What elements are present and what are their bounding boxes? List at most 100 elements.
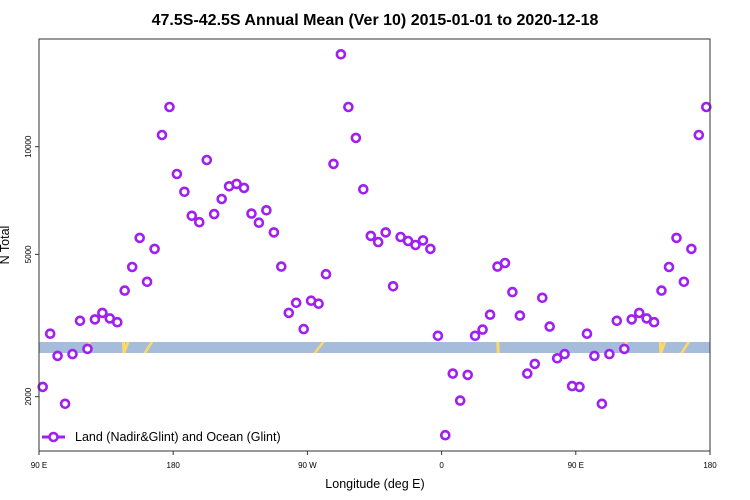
x-tick-label: 0 bbox=[439, 461, 444, 470]
y-tick-label: 10000 bbox=[24, 135, 33, 158]
data-point bbox=[208, 208, 220, 220]
data-point bbox=[410, 239, 421, 251]
x-tick-label: 180 bbox=[703, 461, 717, 470]
data-point bbox=[194, 216, 205, 228]
legend-marker bbox=[48, 431, 59, 443]
legend: Land (Nadir&Glint) and Ocean (Glint) bbox=[42, 430, 281, 444]
data-point bbox=[179, 186, 190, 198]
data-point bbox=[186, 210, 198, 222]
data-point bbox=[261, 205, 272, 216]
data-point bbox=[693, 129, 705, 141]
y-tick-label: 2000 bbox=[24, 387, 33, 405]
land-patch bbox=[658, 342, 663, 353]
data-point bbox=[238, 182, 250, 194]
data-point bbox=[67, 348, 78, 360]
data-point bbox=[648, 316, 660, 328]
data-point bbox=[357, 184, 369, 195]
data-point bbox=[89, 314, 101, 325]
data-point bbox=[216, 193, 227, 205]
data-point bbox=[97, 307, 108, 319]
data-point bbox=[112, 316, 123, 328]
data-point bbox=[671, 232, 682, 244]
data-point bbox=[439, 429, 451, 441]
data-point bbox=[596, 398, 608, 410]
data-point bbox=[201, 154, 213, 166]
data-points bbox=[37, 48, 712, 441]
x-tick-label: 90 W bbox=[298, 461, 317, 470]
data-point bbox=[82, 343, 93, 355]
data-point bbox=[678, 276, 690, 288]
plot-frame bbox=[38, 38, 711, 452]
y-axis: 2000 5000 10000 bbox=[24, 135, 39, 406]
data-point bbox=[447, 368, 459, 379]
data-point bbox=[365, 230, 377, 242]
data-point bbox=[626, 314, 638, 325]
data-point bbox=[134, 232, 145, 244]
data-point bbox=[52, 350, 63, 362]
data-point bbox=[507, 286, 518, 298]
data-point bbox=[514, 310, 526, 321]
land-patch bbox=[121, 342, 126, 353]
land-patch bbox=[313, 342, 325, 353]
data-point bbox=[246, 208, 257, 219]
data-point bbox=[156, 129, 168, 141]
data-point bbox=[663, 261, 675, 273]
surface-band bbox=[39, 342, 710, 353]
data-point bbox=[387, 280, 399, 292]
x-tick-label: 90 E bbox=[31, 461, 47, 470]
land-patch bbox=[496, 342, 500, 353]
data-point bbox=[559, 348, 570, 360]
data-point bbox=[126, 261, 138, 273]
data-point bbox=[141, 276, 153, 288]
data-point bbox=[164, 101, 175, 113]
land-patch bbox=[143, 342, 154, 353]
data-point bbox=[290, 297, 302, 309]
data-point bbox=[37, 381, 49, 393]
data-point bbox=[350, 132, 362, 144]
data-point bbox=[44, 328, 56, 340]
data-point bbox=[343, 101, 354, 113]
data-point bbox=[335, 48, 347, 60]
x-tick-label: 180 bbox=[167, 461, 181, 470]
legend-label: Land (Nadir&Glint) and Ocean (Glint) bbox=[75, 430, 281, 444]
data-point bbox=[74, 315, 86, 327]
data-point bbox=[611, 315, 623, 327]
data-point bbox=[417, 235, 429, 246]
x-axis: 90 E 180 90 W 0 90 E 180 bbox=[31, 451, 717, 470]
ocean-band bbox=[39, 342, 710, 353]
data-point bbox=[425, 243, 436, 255]
chart-title: 47.5S-42.5S Annual Mean (Ver 10) 2015-01… bbox=[152, 12, 599, 29]
data-point bbox=[477, 324, 488, 335]
data-point bbox=[328, 158, 339, 170]
y-tick-label: 5000 bbox=[24, 245, 33, 263]
data-point bbox=[656, 285, 667, 296]
data-point bbox=[529, 358, 541, 370]
data-point bbox=[268, 227, 280, 238]
data-point bbox=[618, 343, 630, 355]
data-point bbox=[566, 380, 578, 392]
data-point bbox=[551, 352, 563, 364]
data-point bbox=[536, 292, 548, 304]
data-point bbox=[499, 257, 511, 269]
data-point bbox=[454, 395, 466, 406]
data-point bbox=[313, 298, 324, 310]
x-axis-label: Longitude (deg E) bbox=[325, 477, 424, 491]
data-point bbox=[283, 307, 295, 319]
data-point bbox=[275, 261, 287, 272]
data-point bbox=[581, 328, 593, 340]
data-point bbox=[171, 168, 183, 180]
data-point bbox=[633, 307, 645, 319]
data-point bbox=[59, 398, 71, 410]
data-point bbox=[372, 236, 384, 248]
data-point bbox=[298, 323, 310, 335]
data-point bbox=[119, 285, 130, 296]
data-point bbox=[380, 227, 392, 238]
data-point bbox=[432, 330, 444, 342]
x-tick-label: 90 E bbox=[568, 461, 584, 470]
data-point bbox=[462, 369, 474, 381]
data-point bbox=[149, 243, 160, 255]
data-point bbox=[469, 330, 481, 342]
data-point bbox=[604, 348, 615, 360]
data-point bbox=[484, 309, 496, 321]
